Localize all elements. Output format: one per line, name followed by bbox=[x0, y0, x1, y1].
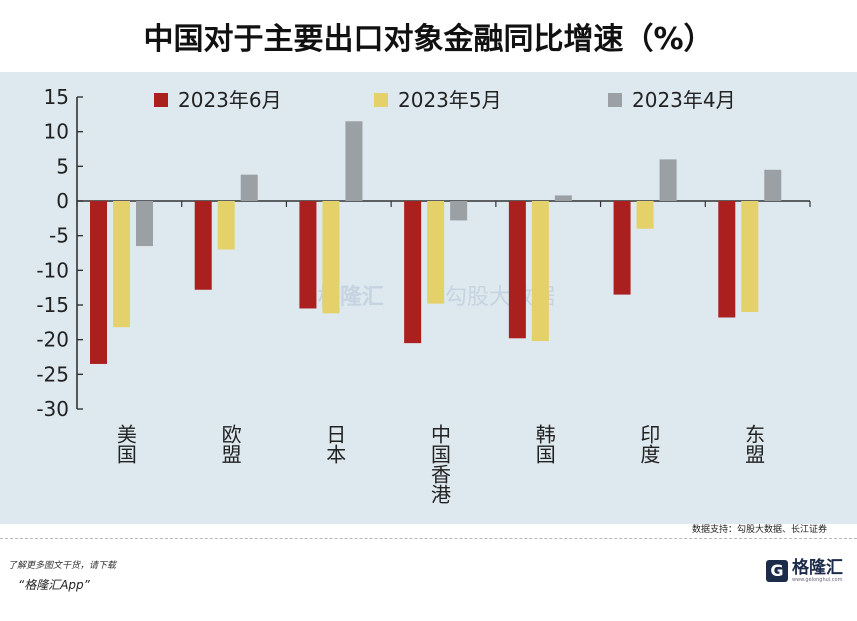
legend-swatch bbox=[608, 93, 622, 107]
y-tick-label: 5 bbox=[56, 154, 69, 178]
chart-title: 中国对于主要出口对象金融同比增速（%） bbox=[143, 22, 714, 57]
x-category-label: 中国香港 bbox=[428, 424, 452, 504]
x-category-label: 欧盟 bbox=[218, 424, 242, 464]
bar bbox=[636, 201, 654, 229]
x-category-label: 东盟 bbox=[742, 424, 766, 464]
x-category-label: 韩国 bbox=[532, 424, 556, 464]
chart-panel: 格隆汇 勾股大数据 15 10 5 0 -5 -10 -15 -20 -25 -30 美国 欧盟 日本 中国香… bbox=[0, 72, 857, 524]
bar bbox=[240, 174, 258, 201]
bar bbox=[718, 201, 736, 318]
legend-label: 2023年5月 bbox=[398, 88, 502, 112]
footer-note: 了解更多图文干货，请下载 bbox=[8, 561, 117, 571]
y-tick-label: -30 bbox=[36, 397, 69, 421]
data-source: 数据支持：勾股大数据、长江证券 bbox=[691, 525, 827, 535]
brand-name: 格隆汇 bbox=[792, 558, 843, 578]
legend-swatch bbox=[154, 93, 168, 107]
bar bbox=[554, 195, 572, 201]
x-category-label: 日本 bbox=[323, 424, 347, 464]
y-tick-label: 15 bbox=[44, 85, 69, 109]
bar bbox=[531, 201, 549, 342]
y-tick-label: -10 bbox=[36, 258, 69, 282]
footer-app-name: “格隆汇App” bbox=[18, 578, 90, 592]
y-tick-label: -20 bbox=[36, 328, 69, 352]
bar bbox=[345, 121, 363, 201]
brand-logo-group[interactable]: G 格隆汇 www.gelonghui.com bbox=[766, 558, 843, 584]
legend-swatch bbox=[374, 93, 388, 107]
y-tick-label: -25 bbox=[36, 362, 69, 386]
footer-divider bbox=[0, 538, 857, 540]
bar bbox=[404, 201, 422, 344]
bar bbox=[113, 201, 130, 328]
bar bbox=[90, 201, 107, 364]
y-tick-label: 10 bbox=[44, 120, 69, 144]
brand-g-icon: G bbox=[766, 560, 788, 582]
x-category-label: 美国 bbox=[113, 424, 137, 464]
bar bbox=[194, 201, 212, 290]
bar bbox=[508, 201, 526, 339]
brand-url: www.gelonghui.com bbox=[792, 577, 843, 583]
bar bbox=[217, 201, 235, 250]
x-category-label: 印度 bbox=[637, 424, 661, 464]
y-tick-label: -5 bbox=[49, 224, 69, 248]
bar bbox=[322, 201, 340, 314]
bar bbox=[450, 201, 468, 221]
bar bbox=[427, 201, 445, 304]
y-tick-label: -15 bbox=[36, 293, 69, 317]
legend-label: 2023年6月 bbox=[178, 88, 282, 112]
bar bbox=[741, 201, 759, 312]
legend-label: 2023年4月 bbox=[632, 88, 736, 112]
bar bbox=[613, 201, 631, 295]
y-tick-label: 0 bbox=[56, 189, 69, 213]
bar bbox=[659, 159, 677, 201]
bar bbox=[299, 201, 317, 309]
bar bbox=[764, 169, 782, 201]
bar bbox=[136, 201, 153, 247]
